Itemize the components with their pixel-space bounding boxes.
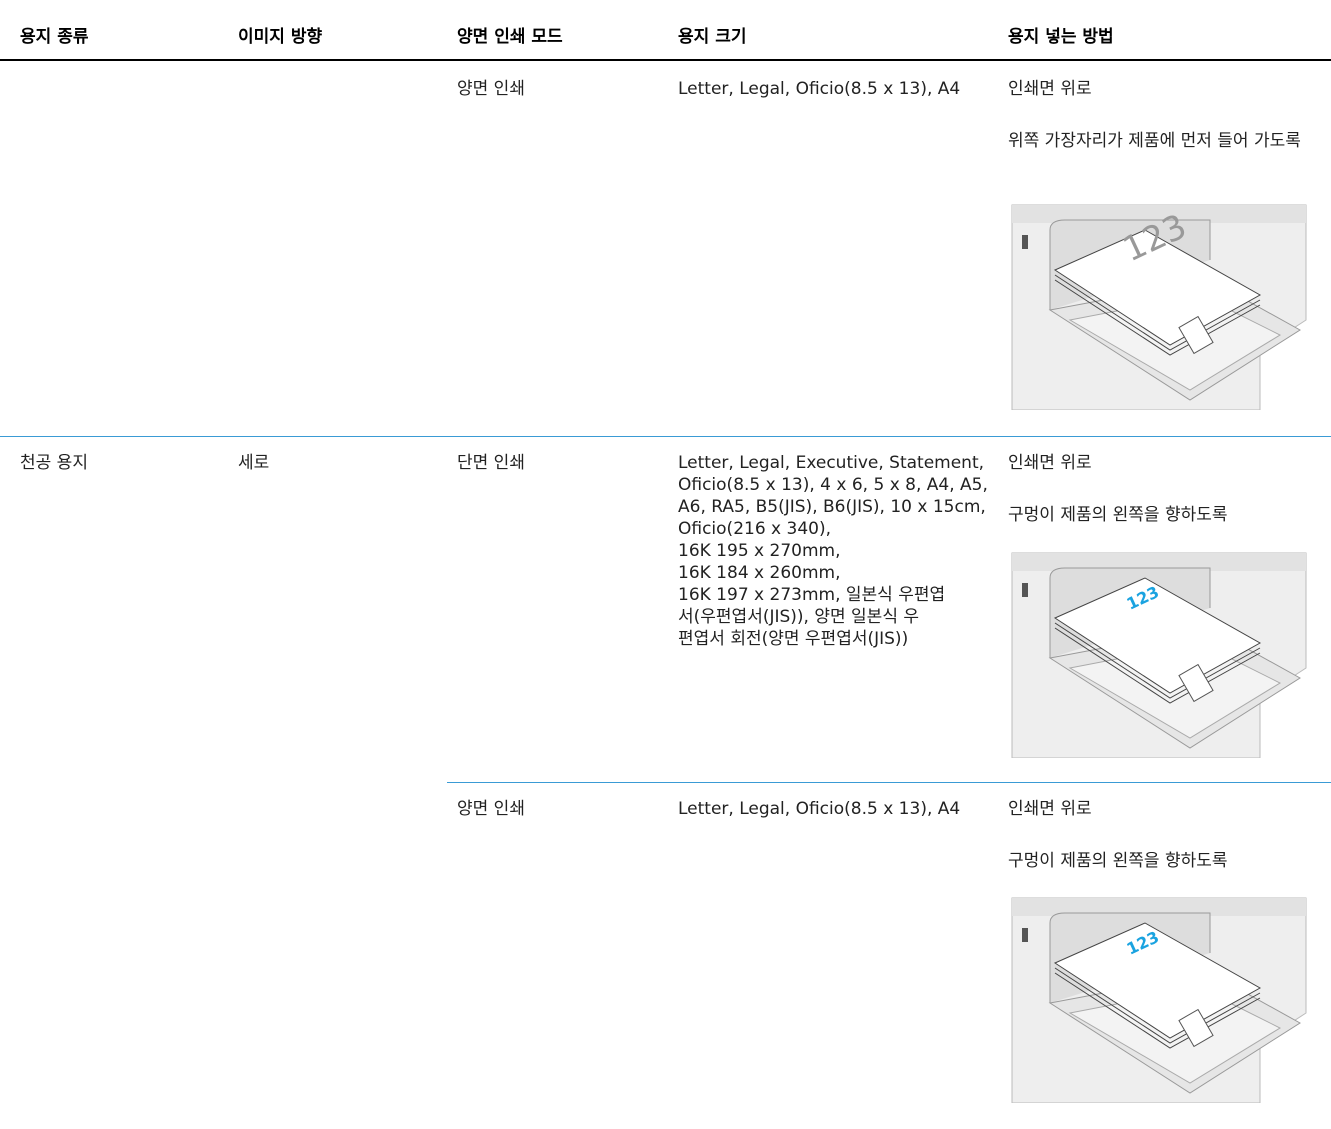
paper-size: 서(우편엽서(JIS)), 양면 일본식 우	[678, 607, 920, 627]
loading-instruction: 구멍이 제품의 왼쪽을 향하도록	[1008, 851, 1228, 871]
paper-size: 16K 195 x 270mm,	[678, 541, 841, 561]
duplex-mode: 양면 인쇄	[457, 79, 525, 99]
paper-size: 편엽서 회전(양면 우편엽서(JIS))	[678, 629, 909, 649]
paper-size: Oficio(8.5 x 13), 4 x 6, 5 x 8, A4, A5,	[678, 475, 988, 495]
paper-size: Letter, Legal, Executive, Statement,	[678, 453, 985, 473]
header-cell: 용지 크기	[678, 27, 747, 47]
header-rule	[0, 59, 1331, 61]
paper-size: Letter, Legal, Oficio(8.5 x 13), A4	[678, 799, 961, 819]
loading-instruction: 위쪽 가장자리가 제품에 먼저 들어 가도록	[1008, 131, 1301, 151]
header-cell: 이미지 방향	[238, 27, 323, 47]
header-cell: 양면 인쇄 모드	[457, 27, 563, 47]
paper-size: Oficio(216 x 340),	[678, 519, 831, 539]
loading-illustration: 123	[1011, 552, 1307, 758]
loading-illustration: 123	[1011, 897, 1307, 1103]
duplex-mode: 단면 인쇄	[457, 453, 525, 473]
paper-size: 16K 197 x 273mm, 일본식 우편엽	[678, 585, 946, 605]
duplex-mode: 양면 인쇄	[457, 799, 525, 819]
paper-size: 16K 184 x 260mm,	[678, 563, 841, 583]
row-rule	[0, 436, 1331, 437]
loading-instruction: 구멍이 제품의 왼쪽을 향하도록	[1008, 505, 1228, 525]
loading-instruction: 인쇄면 위로	[1008, 799, 1092, 819]
loading-instruction: 인쇄면 위로	[1008, 79, 1092, 99]
header-cell: 용지 종류	[20, 27, 89, 47]
loading-illustration: 123	[1011, 204, 1307, 410]
row-rule	[447, 782, 1331, 783]
paper-size: A6, RA5, B5(JIS), B6(JIS), 10 x 15cm,	[678, 497, 986, 517]
orientation: 세로	[238, 453, 270, 473]
paper-size: Letter, Legal, Oficio(8.5 x 13), A4	[678, 79, 961, 99]
paper-type: 천공 용지	[20, 453, 88, 473]
loading-instruction: 인쇄면 위로	[1008, 453, 1092, 473]
header-cell: 용지 넣는 방법	[1008, 27, 1114, 47]
